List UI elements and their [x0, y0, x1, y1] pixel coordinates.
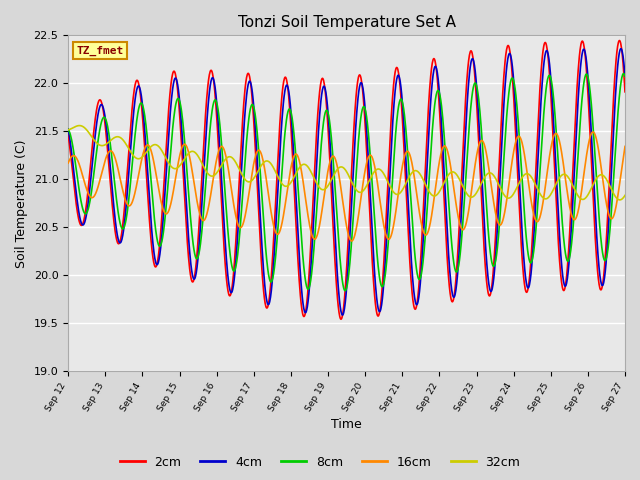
Text: TZ_fmet: TZ_fmet: [77, 46, 124, 56]
Legend: 2cm, 4cm, 8cm, 16cm, 32cm: 2cm, 4cm, 8cm, 16cm, 32cm: [115, 451, 525, 474]
Title: Tonzi Soil Temperature Set A: Tonzi Soil Temperature Set A: [237, 15, 456, 30]
X-axis label: Time: Time: [332, 419, 362, 432]
Y-axis label: Soil Temperature (C): Soil Temperature (C): [15, 139, 28, 267]
